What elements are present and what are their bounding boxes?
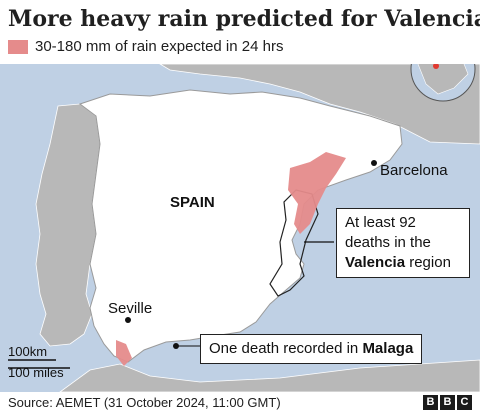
map: SPAIN Barcelona Seville At least 92 deat… xyxy=(0,64,480,392)
legend-label: 30-180 mm of rain expected in 24 hrs xyxy=(35,38,284,55)
bbc-logo-letter: B xyxy=(423,395,438,410)
valencia-region-outline xyxy=(269,189,319,297)
callout-valencia-post: region xyxy=(405,254,451,271)
city-label-barcelona: Barcelona xyxy=(380,162,448,179)
scale: 100km 100 miles xyxy=(8,344,64,380)
legend-swatch xyxy=(8,39,28,54)
map-graphic xyxy=(8,64,480,392)
callout-valencia: At least 92 deaths in the Valencia regio… xyxy=(336,208,470,278)
scale-label-km: 100km xyxy=(8,344,48,359)
bbc-logo: B B C xyxy=(423,395,472,410)
footer: Source: AEMET (31 October 2024, 11:00 GM… xyxy=(0,392,480,414)
country-label-spain: SPAIN xyxy=(170,194,215,211)
scale-label-miles: 100 miles xyxy=(8,365,64,380)
page-title: More heavy rain predicted for Valencia r… xyxy=(8,6,480,32)
seville-dot xyxy=(125,317,131,323)
france-landmass xyxy=(159,64,480,145)
callout-valencia-line3: Valencia region xyxy=(345,253,461,273)
callout-malaga-text: One death recorded in xyxy=(209,340,363,357)
source-text: Source: AEMET (31 October 2024, 11:00 GM… xyxy=(8,395,281,410)
callout-valencia-line2: deaths in the xyxy=(345,234,431,251)
callout-valencia-bold: Valencia xyxy=(345,254,406,271)
bbc-logo-letter: B xyxy=(440,395,455,410)
city-label-seville: Seville xyxy=(108,300,153,317)
callout-valencia-line1: At least 92 xyxy=(345,214,416,231)
rain-area-south xyxy=(116,340,132,366)
bbc-logo-letter: C xyxy=(457,395,472,410)
globe-inset xyxy=(410,64,476,102)
africa-landmass xyxy=(59,359,480,392)
legend: 30-180 mm of rain expected in 24 hrs xyxy=(8,38,283,55)
barcelona-dot xyxy=(371,160,377,166)
rain-area-east xyxy=(288,152,346,234)
callout-malaga: One death recorded in Malaga xyxy=(200,334,423,364)
callout-malaga-bold: Malaga xyxy=(362,340,414,357)
